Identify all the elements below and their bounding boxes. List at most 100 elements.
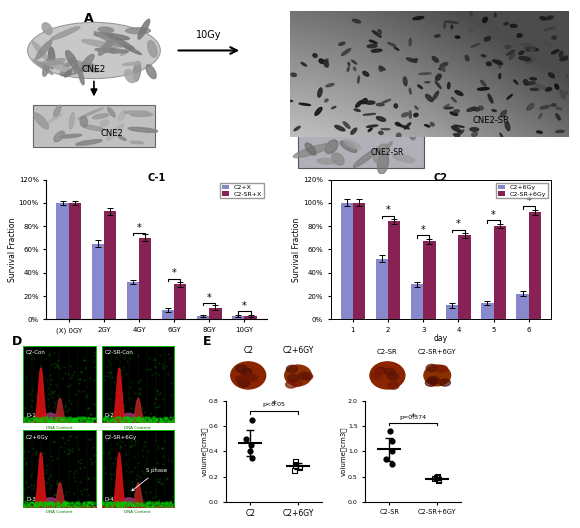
Point	[132, 414, 142, 423]
Point	[157, 478, 166, 487]
Point	[119, 499, 128, 508]
Point	[103, 416, 112, 425]
Point	[59, 415, 68, 423]
Point	[45, 371, 55, 379]
Point	[166, 391, 176, 400]
Bar	[516, 294, 529, 319]
Point	[118, 498, 127, 506]
Point	[126, 444, 135, 452]
Point	[125, 498, 135, 506]
Point	[61, 418, 70, 427]
Point	[140, 488, 150, 496]
Point	[52, 415, 61, 423]
Ellipse shape	[107, 107, 115, 117]
Point	[161, 500, 170, 508]
Point	[74, 499, 84, 508]
Ellipse shape	[425, 379, 436, 386]
Point	[88, 497, 97, 506]
Point	[136, 418, 145, 427]
Point	[26, 413, 35, 422]
Text: *: *	[207, 293, 212, 303]
Point	[47, 389, 56, 397]
Point	[123, 502, 132, 511]
Ellipse shape	[448, 83, 450, 89]
Point	[30, 502, 39, 511]
Point	[146, 416, 155, 424]
Point	[44, 384, 53, 393]
Point	[48, 418, 57, 427]
Point	[100, 372, 109, 380]
Point	[48, 498, 57, 507]
Ellipse shape	[394, 104, 397, 108]
Point	[121, 498, 130, 506]
Point	[31, 502, 40, 511]
Point	[74, 499, 84, 508]
Point	[133, 459, 143, 467]
Point	[48, 417, 57, 426]
Ellipse shape	[552, 36, 557, 39]
Y-axis label: Survival Fraction: Survival Fraction	[292, 218, 302, 281]
Point	[60, 501, 70, 510]
Point	[142, 417, 151, 425]
Point	[143, 499, 152, 508]
Point	[108, 414, 117, 423]
Point	[156, 499, 165, 508]
Point	[387, 437, 397, 446]
Point	[139, 501, 148, 509]
Point	[86, 416, 95, 425]
Point	[64, 445, 73, 454]
Point	[40, 416, 49, 425]
Ellipse shape	[343, 122, 350, 128]
Ellipse shape	[286, 381, 296, 388]
Point	[84, 498, 93, 507]
Ellipse shape	[544, 42, 552, 46]
Point	[60, 499, 69, 508]
Ellipse shape	[54, 131, 64, 142]
Point	[148, 413, 158, 422]
Y-axis label: Survival Fraction: Survival Fraction	[8, 218, 17, 281]
Point	[161, 416, 170, 425]
Point	[19, 413, 28, 422]
Point	[46, 375, 56, 383]
Point	[20, 413, 30, 422]
Point	[57, 415, 66, 423]
Point	[46, 499, 56, 507]
Ellipse shape	[291, 73, 296, 77]
Point	[74, 497, 83, 506]
Point	[50, 413, 60, 422]
Point	[152, 415, 161, 423]
Point	[46, 499, 55, 508]
Point	[110, 498, 119, 506]
Point	[107, 503, 116, 511]
Point	[143, 503, 152, 511]
Point	[58, 417, 67, 426]
Point	[106, 417, 115, 425]
Point	[54, 502, 63, 510]
Ellipse shape	[488, 94, 493, 103]
Point	[158, 417, 168, 426]
Point	[32, 414, 41, 422]
Point	[115, 413, 124, 422]
Point	[28, 416, 38, 424]
Point	[135, 417, 144, 425]
Point	[121, 460, 130, 468]
Ellipse shape	[118, 136, 126, 140]
Point	[151, 436, 160, 445]
Point	[136, 376, 145, 384]
Point	[35, 501, 44, 510]
Point	[21, 418, 30, 426]
Bar	[139, 238, 151, 319]
Point	[121, 350, 130, 359]
Point	[60, 418, 70, 426]
Point	[30, 498, 39, 507]
Point	[82, 417, 92, 425]
Point	[84, 501, 93, 510]
Text: *: *	[491, 210, 496, 220]
Point	[114, 501, 123, 510]
Point	[70, 498, 79, 506]
Point	[64, 415, 74, 423]
Point	[140, 416, 150, 424]
Point	[103, 435, 112, 443]
Point	[103, 372, 113, 381]
Point	[19, 501, 28, 509]
